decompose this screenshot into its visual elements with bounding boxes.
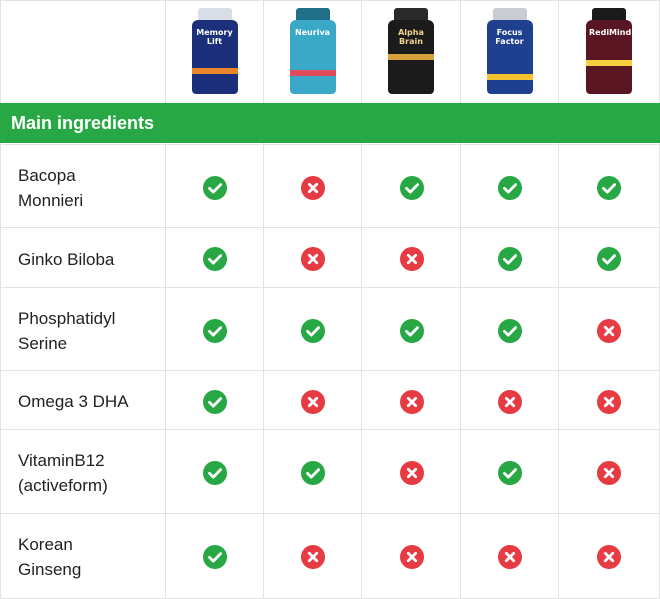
ingredient-name-line1: Korean xyxy=(18,535,73,554)
row-divider xyxy=(0,144,660,145)
ingredient-name-line2: Serine xyxy=(18,334,68,353)
check-icon xyxy=(498,461,522,485)
check-icon xyxy=(301,319,325,343)
cross-icon xyxy=(597,390,621,414)
cross-icon xyxy=(301,176,325,200)
product-header-row: Memory Lift Neuriva Alpha Brain xyxy=(0,0,660,102)
check-icon xyxy=(301,461,325,485)
cross-icon xyxy=(400,390,424,414)
row-divider xyxy=(0,513,660,514)
table-row: Phosphatidyl Serine xyxy=(0,289,660,372)
cross-icon xyxy=(597,461,621,485)
memory-lift-bottle-icon: Memory Lift xyxy=(191,8,238,94)
ingredient-name-line2: Ginseng xyxy=(18,560,82,579)
check-icon xyxy=(203,247,227,271)
check-icon xyxy=(597,247,621,271)
row-divider xyxy=(0,227,660,228)
table-row: Omega 3 DHA xyxy=(0,372,660,431)
cross-icon xyxy=(301,545,325,569)
product-focus-factor: Focus Factor xyxy=(461,0,558,102)
redimind-bottle-icon: RediMind xyxy=(586,8,632,94)
cross-icon xyxy=(301,247,325,271)
ingredient-label: VitaminB12 (activeform) xyxy=(18,448,108,498)
table-row: Korean Ginseng xyxy=(0,515,660,599)
check-icon xyxy=(597,176,621,200)
product-memory-lift: Memory Lift xyxy=(166,0,263,102)
row-divider xyxy=(0,287,660,288)
check-icon xyxy=(400,176,424,200)
ingredient-label: Phosphatidyl Serine xyxy=(18,306,115,356)
product-neuriva: Neuriva xyxy=(264,0,361,102)
ingredient-name-line2: (activeform) xyxy=(18,476,108,495)
column-divider xyxy=(460,0,461,599)
ingredient-label: Ginko Biloba xyxy=(18,247,114,272)
check-icon xyxy=(498,247,522,271)
neuriva-bottle-icon: Neuriva xyxy=(289,8,336,94)
check-icon xyxy=(203,545,227,569)
section-title: Main ingredients xyxy=(11,112,155,133)
cross-icon xyxy=(597,545,621,569)
check-icon xyxy=(203,390,227,414)
ingredient-name-line1: Omega 3 DHA xyxy=(18,392,129,411)
cross-icon xyxy=(498,390,522,414)
check-icon xyxy=(203,176,227,200)
cross-icon xyxy=(400,545,424,569)
check-icon xyxy=(203,319,227,343)
cross-icon xyxy=(400,461,424,485)
product-redimind: RediMind xyxy=(559,0,659,102)
focus-factor-bottle-icon: Focus Factor xyxy=(486,8,533,94)
ingredient-label: Omega 3 DHA xyxy=(18,389,129,414)
row-divider xyxy=(0,370,660,371)
check-icon xyxy=(203,461,227,485)
cross-icon xyxy=(597,319,621,343)
cross-icon xyxy=(400,247,424,271)
check-icon xyxy=(498,319,522,343)
ingredient-name-line2: Monnieri xyxy=(18,191,84,210)
ingredient-name-line1: VitaminB12 xyxy=(18,451,105,470)
table-row: Bacopa Monnieri xyxy=(0,146,660,229)
ingredient-name-line1: Phosphatidyl xyxy=(18,309,116,328)
ingredient-label: Korean Ginseng xyxy=(18,532,81,582)
product-alpha-brain: Alpha Brain xyxy=(362,0,460,102)
ingredient-name-line1: Ginko Biloba xyxy=(18,250,115,269)
table-row: Ginko Biloba xyxy=(0,229,660,289)
column-divider xyxy=(263,0,264,599)
column-divider xyxy=(558,0,559,599)
section-header: Main ingredients xyxy=(0,103,660,143)
row-divider xyxy=(0,429,660,430)
check-icon xyxy=(400,319,424,343)
ingredient-label: Bacopa Monnieri xyxy=(18,163,83,213)
ingredient-name-line1: Bacopa xyxy=(18,166,76,185)
column-divider xyxy=(165,0,166,599)
column-divider xyxy=(361,0,362,599)
cross-icon xyxy=(301,390,325,414)
table-row: VitaminB12 (activeform) xyxy=(0,431,660,515)
check-icon xyxy=(498,176,522,200)
alpha-brain-bottle-icon: Alpha Brain xyxy=(388,8,434,94)
cross-icon xyxy=(498,545,522,569)
